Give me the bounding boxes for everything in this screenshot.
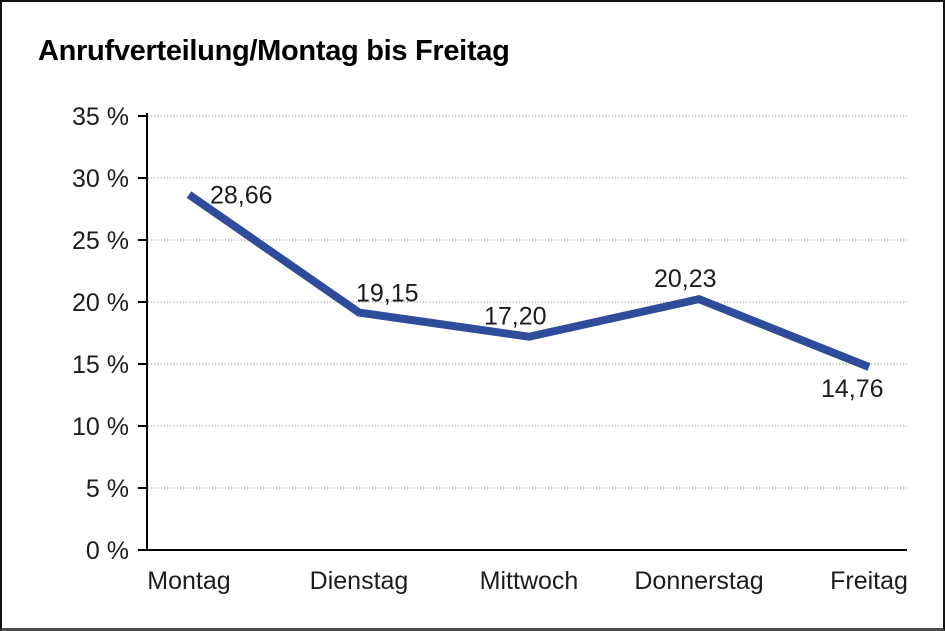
series-line bbox=[186, 191, 871, 371]
y-tick-label: 35 % bbox=[72, 103, 129, 131]
x-category-label: Mittwoch bbox=[480, 567, 579, 595]
data-point-label: 20,23 bbox=[654, 265, 717, 293]
y-tick-label: 0 % bbox=[86, 537, 129, 565]
y-tick-label: 10 % bbox=[72, 413, 129, 441]
y-tick-label: 25 % bbox=[72, 227, 129, 255]
data-point-label: 17,20 bbox=[484, 303, 547, 331]
chart-title: Anrufverteilung/Montag bis Freitag bbox=[38, 35, 510, 67]
x-category-label: Donnerstag bbox=[634, 567, 763, 595]
data-point-label: 14,76 bbox=[821, 375, 884, 403]
y-tick-label: 5 % bbox=[86, 475, 129, 503]
x-category-label: Montag bbox=[147, 567, 230, 595]
x-category-label: Dienstag bbox=[310, 567, 409, 595]
x-category-label: Freitag bbox=[830, 567, 908, 595]
data-point-label: 28,66 bbox=[210, 182, 273, 210]
y-tick-label: 15 % bbox=[72, 351, 129, 379]
y-tick-label: 20 % bbox=[72, 289, 129, 317]
y-tick-label: 30 % bbox=[72, 165, 129, 193]
data-point-label: 19,15 bbox=[356, 280, 419, 308]
